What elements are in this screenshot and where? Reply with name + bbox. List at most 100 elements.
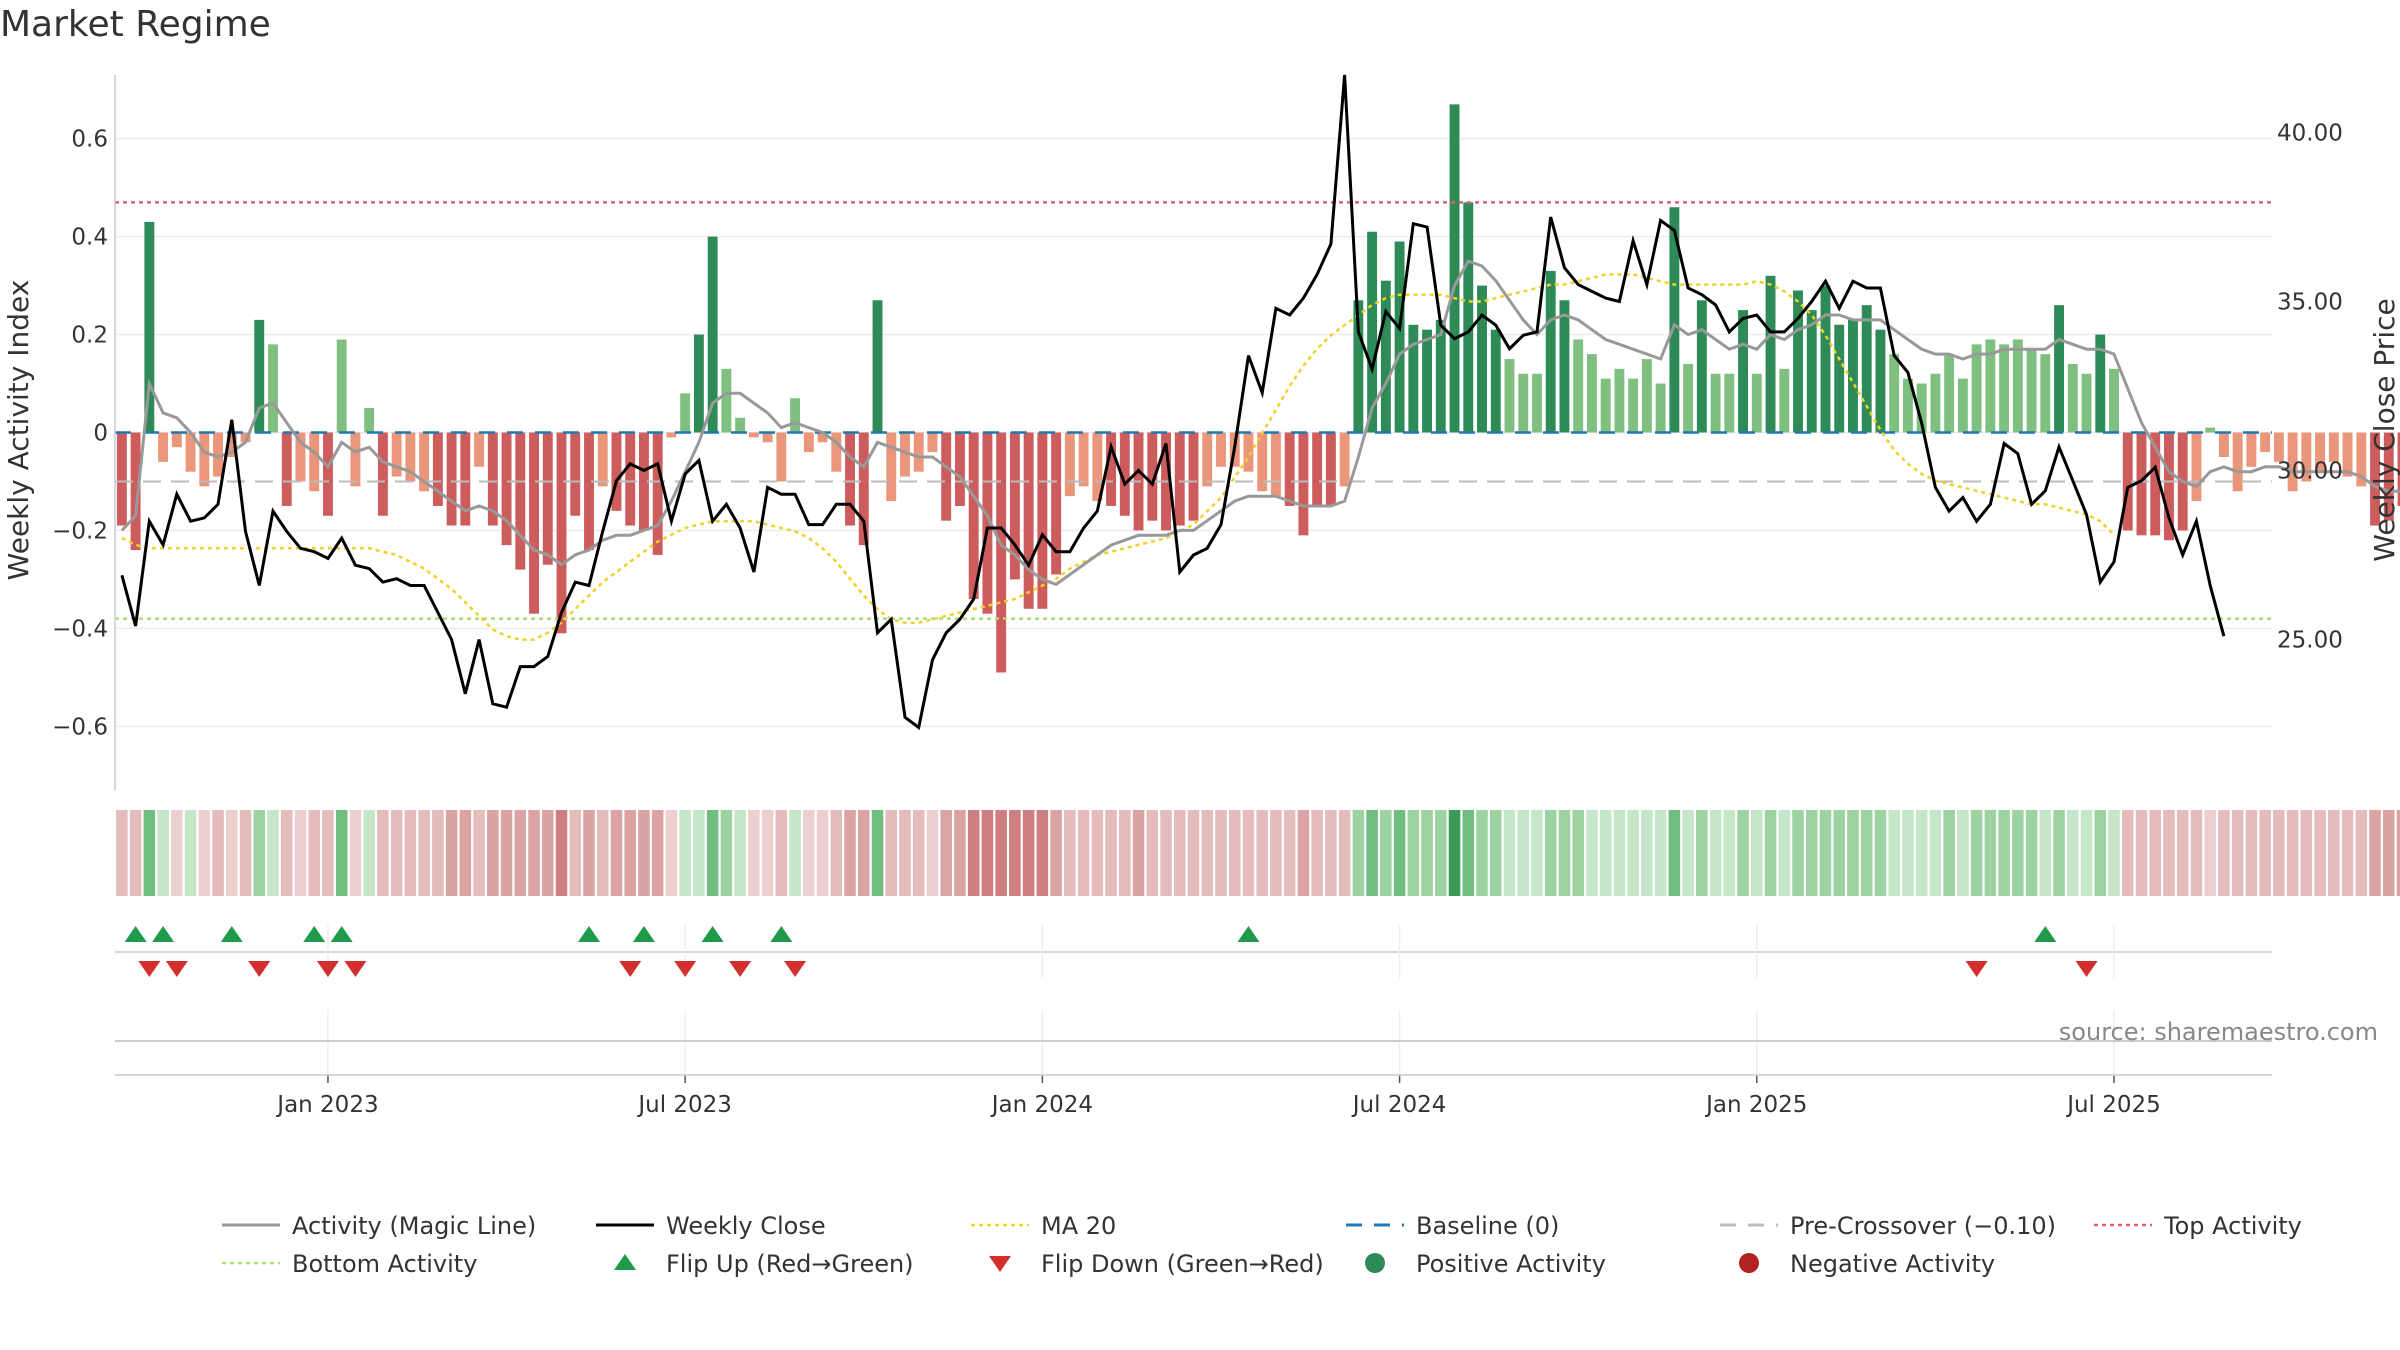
activity-bar	[1683, 363, 1694, 433]
activity-bar	[1009, 432, 1020, 580]
activity-bar	[2026, 349, 2037, 433]
regime-cell	[1586, 810, 1598, 896]
activity-bar	[116, 432, 127, 526]
flip-down-marker	[248, 961, 271, 977]
regime-cell	[1297, 810, 1310, 896]
magic-line	[120, 259, 2400, 586]
legend-label: Bottom Activity	[292, 1250, 477, 1278]
activity-bar	[968, 432, 979, 600]
regime-cell	[528, 810, 540, 896]
flip-up-marker	[124, 926, 147, 942]
y-tick-left: 0.2	[71, 323, 108, 349]
activity-bar	[460, 432, 471, 526]
regime-cell	[1311, 810, 1323, 896]
regime-cell	[1187, 810, 1200, 896]
activity-bar	[1875, 329, 1886, 433]
legend-item: Positive Activity	[1365, 1250, 1606, 1278]
activity-bar	[1985, 339, 1996, 433]
activity-bar	[2109, 368, 2119, 433]
regime-cell	[610, 810, 623, 896]
regime-cell	[2012, 810, 2024, 896]
regime-cell	[1476, 810, 1488, 896]
legend-label: Baseline (0)	[1416, 1212, 1559, 1240]
regime-cell	[445, 810, 458, 896]
activity-bar	[1848, 319, 1858, 433]
regime-cell	[1160, 810, 1172, 896]
activity-bar	[1820, 285, 1831, 433]
regime-cell	[2396, 810, 2400, 896]
regime-cell	[624, 810, 636, 896]
flip-up-marker	[577, 926, 600, 942]
regime-cell	[2286, 810, 2299, 896]
activity-bar	[2370, 432, 2380, 526]
regime-cell	[2176, 810, 2189, 896]
y-tick-left: 0.4	[71, 225, 108, 251]
activity-bar	[638, 432, 649, 531]
regime-cell	[171, 810, 183, 896]
regime-cell	[775, 810, 788, 896]
regime-cell	[1613, 810, 1626, 896]
activity-bar	[1861, 305, 1872, 433]
flip-down-marker	[784, 961, 807, 977]
activity-bar	[2191, 432, 2202, 502]
regime-cell	[1366, 810, 1378, 896]
regime-cell	[294, 810, 307, 896]
flip-down-marker	[2075, 961, 2098, 977]
activity-bar	[213, 432, 223, 477]
regime-cell	[1792, 810, 1804, 896]
activity-bar	[1216, 432, 1226, 467]
regime-cell	[2190, 810, 2203, 896]
regime-cell	[1517, 810, 1530, 896]
regime-cell	[349, 810, 362, 896]
activity-bar	[1394, 241, 1405, 433]
activity-bar	[886, 432, 897, 502]
regime-cell	[679, 810, 691, 896]
regime-cell	[926, 810, 939, 896]
regime-cell	[1435, 810, 1447, 896]
regime-cell	[418, 810, 430, 896]
activity-bar	[2287, 432, 2298, 492]
flip-up-marker	[303, 926, 326, 942]
activity-bar	[323, 432, 333, 516]
flip-up-marker	[770, 926, 793, 942]
activity-bar	[941, 432, 952, 521]
activity-bar	[954, 432, 965, 506]
activity-bar	[2246, 432, 2257, 467]
regime-cell	[459, 810, 472, 896]
regime-cell	[1723, 810, 1736, 896]
regime-cell	[2067, 810, 2079, 896]
regime-strip	[116, 810, 2400, 896]
legend-item: Weekly Close	[596, 1212, 826, 1240]
legend-label: Activity (Magic Line)	[292, 1212, 536, 1240]
activity-bar	[309, 432, 320, 492]
regime-cell	[2273, 810, 2285, 896]
activity-bar	[1270, 432, 1281, 497]
activity-bar	[2095, 334, 2106, 433]
regime-cell	[2149, 810, 2161, 896]
activity-bar	[226, 432, 237, 457]
activity-bar	[1765, 275, 1776, 433]
activity-bar	[1545, 270, 1556, 433]
activity-bar	[474, 432, 485, 467]
regime-cell	[596, 810, 609, 896]
activity-bar	[1738, 310, 1749, 433]
regime-cell	[2135, 810, 2148, 896]
y-tick-right: 30.00	[2277, 459, 2343, 485]
regime-cell	[157, 810, 169, 896]
regime-cell	[981, 810, 994, 896]
regime-cell	[1270, 810, 1282, 896]
activity-bar	[1037, 432, 1048, 609]
flip-down-marker	[316, 961, 339, 977]
activity-bar	[1889, 354, 1900, 433]
activity-bar	[2328, 432, 2339, 462]
legend-label: Positive Activity	[1416, 1250, 1606, 1278]
regime-cell	[844, 810, 856, 896]
activity-bar	[171, 432, 182, 448]
legend-label: Top Activity	[2163, 1212, 2302, 1240]
regime-cell	[1572, 810, 1584, 896]
flip-markers	[115, 925, 2272, 978]
regime-cell	[1009, 810, 1021, 896]
regime-cell	[542, 810, 554, 896]
activity-bar	[2164, 432, 2174, 541]
activity-bar	[364, 408, 375, 433]
